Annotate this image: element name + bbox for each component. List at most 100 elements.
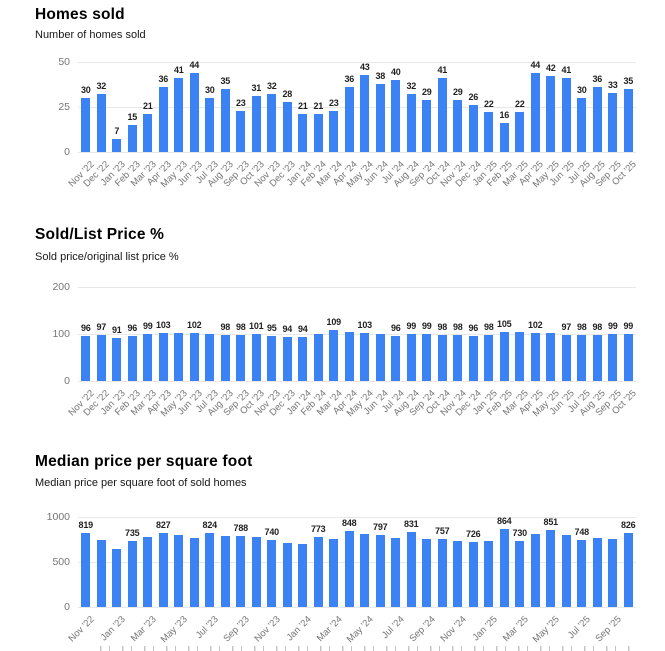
bar-nov-23[interactable] — [267, 94, 277, 152]
bar-jan-24[interactable] — [298, 114, 308, 152]
bar-nov-23[interactable] — [267, 336, 277, 381]
bar-mar-23[interactable] — [143, 536, 153, 607]
bar-jun-23[interactable] — [189, 333, 199, 381]
bar-may-23[interactable] — [174, 78, 184, 152]
bar-feb-24[interactable] — [313, 334, 323, 381]
bar-may-25[interactable] — [546, 530, 556, 607]
bar-dec-23[interactable] — [282, 101, 292, 152]
bar-feb-24[interactable] — [313, 114, 323, 152]
bar-jul-23[interactable] — [205, 98, 215, 152]
bar-apr-24[interactable] — [344, 331, 354, 381]
bar-apr-25[interactable] — [530, 333, 540, 381]
bar-jul-23[interactable] — [205, 334, 215, 381]
bar-jul-25[interactable] — [577, 98, 587, 152]
bar-jan-25[interactable] — [484, 334, 494, 381]
bar-oct-25[interactable] — [623, 532, 633, 607]
bar-oct-25[interactable] — [623, 334, 633, 381]
bar-mar-24[interactable] — [329, 329, 339, 381]
bar-oct-23[interactable] — [251, 333, 261, 381]
bar-oct-24[interactable] — [437, 334, 447, 381]
bar-nov-24[interactable] — [453, 334, 463, 381]
bar-sep-25[interactable] — [608, 539, 618, 607]
bar-may-23[interactable] — [174, 535, 184, 607]
bar-nov-24[interactable] — [453, 99, 463, 152]
bar-oct-25[interactable] — [623, 89, 633, 152]
bar-nov-22[interactable] — [81, 533, 91, 607]
bar-aug-24[interactable] — [406, 532, 416, 607]
bar-sep-23[interactable] — [236, 536, 246, 607]
bar-jun-25[interactable] — [561, 78, 571, 152]
bar-may-25[interactable] — [546, 76, 556, 152]
bar-sep-23[interactable] — [236, 334, 246, 381]
bar-apr-25[interactable] — [530, 533, 540, 607]
bar-jun-23[interactable] — [189, 537, 199, 607]
bar-jul-24[interactable] — [391, 335, 401, 381]
bar-dec-24[interactable] — [468, 541, 478, 607]
bar-mar-24[interactable] — [329, 539, 339, 607]
bar-feb-24[interactable] — [313, 537, 323, 607]
bar-jan-23[interactable] — [112, 139, 122, 152]
bar-apr-23[interactable] — [158, 87, 168, 152]
bar-sep-23[interactable] — [236, 110, 246, 152]
bar-aug-25[interactable] — [592, 538, 602, 607]
bar-mar-23[interactable] — [143, 334, 153, 381]
bar-feb-25[interactable] — [499, 331, 509, 381]
bar-mar-23[interactable] — [143, 114, 153, 152]
bar-sep-24[interactable] — [422, 99, 432, 152]
bar-aug-25[interactable] — [592, 334, 602, 381]
bar-mar-24[interactable] — [329, 110, 339, 152]
bar-jan-23[interactable] — [112, 549, 122, 607]
bar-may-24[interactable] — [360, 534, 370, 607]
bar-apr-24[interactable] — [344, 87, 354, 152]
bar-feb-23[interactable] — [127, 125, 137, 152]
bar-nov-22[interactable] — [81, 335, 91, 381]
bar-dec-22[interactable] — [96, 335, 106, 381]
bar-aug-24[interactable] — [406, 334, 416, 381]
bar-nov-24[interactable] — [453, 540, 463, 607]
bar-jan-25[interactable] — [484, 112, 494, 152]
bar-dec-24[interactable] — [468, 335, 478, 381]
bar-jun-24[interactable] — [375, 83, 385, 152]
bar-jul-23[interactable] — [205, 532, 215, 607]
bar-jun-24[interactable] — [375, 333, 385, 381]
bar-dec-23[interactable] — [282, 543, 292, 607]
bar-may-24[interactable] — [360, 332, 370, 381]
bar-oct-23[interactable] — [251, 536, 261, 607]
bar-jan-23[interactable] — [112, 338, 122, 381]
bar-sep-25[interactable] — [608, 92, 618, 152]
bar-jun-23[interactable] — [189, 72, 199, 152]
bar-nov-23[interactable] — [267, 540, 277, 607]
bar-may-23[interactable] — [174, 332, 184, 381]
bar-jul-24[interactable] — [391, 80, 401, 152]
bar-jul-25[interactable] — [577, 334, 587, 381]
bar-apr-23[interactable] — [158, 332, 168, 381]
bar-apr-24[interactable] — [344, 530, 354, 607]
bar-jan-24[interactable] — [298, 544, 308, 607]
bar-jun-24[interactable] — [375, 535, 385, 607]
bar-oct-24[interactable] — [437, 78, 447, 152]
bar-feb-23[interactable] — [127, 540, 137, 607]
bar-jan-24[interactable] — [298, 336, 308, 381]
bar-sep-24[interactable] — [422, 334, 432, 381]
bar-feb-25[interactable] — [499, 529, 509, 607]
bar-oct-23[interactable] — [251, 96, 261, 152]
bar-apr-25[interactable] — [530, 72, 540, 152]
bar-aug-23[interactable] — [220, 535, 230, 607]
bar-dec-23[interactable] — [282, 336, 292, 381]
bar-may-25[interactable] — [546, 332, 556, 381]
bar-dec-22[interactable] — [96, 94, 106, 152]
bar-aug-24[interactable] — [406, 94, 416, 152]
bar-sep-24[interactable] — [422, 538, 432, 607]
bar-oct-24[interactable] — [437, 538, 447, 607]
bar-may-24[interactable] — [360, 74, 370, 152]
bar-mar-25[interactable] — [515, 541, 525, 607]
bar-jun-25[interactable] — [561, 335, 571, 381]
bar-sep-25[interactable] — [608, 334, 618, 381]
bar-nov-22[interactable] — [81, 98, 91, 152]
bar-jan-25[interactable] — [484, 541, 494, 607]
bar-jul-25[interactable] — [577, 539, 587, 607]
bar-mar-25[interactable] — [515, 332, 525, 381]
bar-apr-23[interactable] — [158, 532, 168, 607]
bar-feb-25[interactable] — [499, 123, 509, 152]
bar-mar-25[interactable] — [515, 112, 525, 152]
